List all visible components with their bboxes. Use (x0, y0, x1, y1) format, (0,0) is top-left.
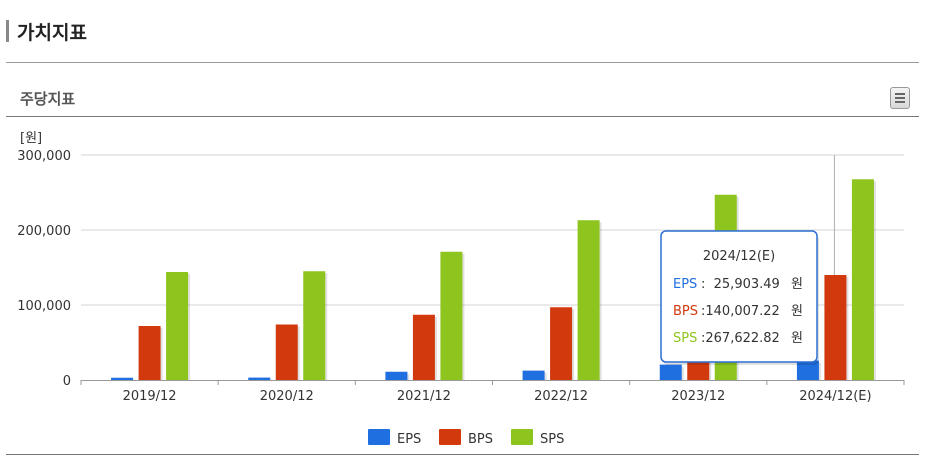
tooltip-unit: 원 (791, 304, 803, 319)
bar-sps (577, 220, 600, 380)
y-tick-label: 200,000 (17, 224, 71, 239)
tooltip-value-sps: :267,622.82 (701, 331, 780, 346)
bar-bps (275, 324, 298, 380)
x-tick-label: 2022/12 (534, 389, 588, 404)
panel-divider (6, 116, 919, 117)
tooltip-unit: 원 (791, 277, 803, 292)
section-title: 가치지표 (17, 21, 87, 44)
bottom-divider (6, 454, 919, 455)
tooltip: 2024/12(E) EPS : 25,903.49 원 BPS:140,007.22 원… (660, 230, 819, 365)
bar-eps (248, 377, 271, 380)
tooltip-value-eps: : 25,903.49 (701, 277, 780, 292)
menu-icon[interactable] (890, 87, 910, 109)
bar-eps (385, 371, 408, 380)
y-unit-label: [원] (20, 131, 42, 146)
x-tick-label: 2024/12(E) (799, 389, 871, 404)
bar-eps (796, 360, 819, 380)
tooltip-title: 2024/12(E) (703, 249, 775, 264)
bar-bps (824, 274, 847, 380)
x-tick-label: 2019/12 (123, 389, 177, 404)
bar-eps (659, 364, 682, 380)
tooltip-label-eps: EPS (673, 277, 697, 292)
bar-bps (412, 314, 435, 380)
axes: 300,000 200,000 100,000 0 2019/12 2020/12 2021… (17, 149, 905, 404)
x-tick-label: 2021/12 (397, 389, 451, 404)
tooltip-label-sps: SPS (673, 331, 697, 346)
tooltip-box (660, 230, 818, 363)
section-marker (6, 20, 9, 42)
legend[interactable]: EPS BPS SPS (368, 429, 564, 447)
legend-label-sps: SPS (540, 432, 564, 447)
bar-bps (138, 326, 161, 380)
y-tick-label: 0 (63, 374, 71, 389)
section-header: 가치지표 (6, 18, 87, 44)
bar-sps (851, 179, 874, 380)
bar-sps (440, 251, 463, 380)
panel-title: 주당지표 (20, 90, 76, 108)
legend-label-eps: EPS (397, 432, 421, 447)
section-divider (6, 62, 919, 63)
x-tick-label: 2023/12 (671, 389, 725, 404)
y-tick-label: 300,000 (17, 149, 71, 164)
bar-sps (166, 272, 189, 380)
bar-sps (303, 271, 326, 380)
legend-swatch-bps (439, 429, 461, 445)
y-tick-label: 100,000 (17, 299, 71, 314)
bar-eps (522, 370, 545, 380)
tooltip-value-bps: :140,007.22 (701, 304, 780, 319)
tooltip-label-bps: BPS (673, 304, 698, 319)
legend-swatch-sps (511, 429, 533, 445)
tooltip-unit: 원 (791, 331, 803, 346)
legend-label-bps: BPS (468, 432, 493, 447)
x-tick-label: 2020/12 (260, 389, 314, 404)
bar-bps (550, 307, 573, 380)
legend-swatch-eps (368, 429, 390, 445)
bar-eps (111, 377, 134, 380)
